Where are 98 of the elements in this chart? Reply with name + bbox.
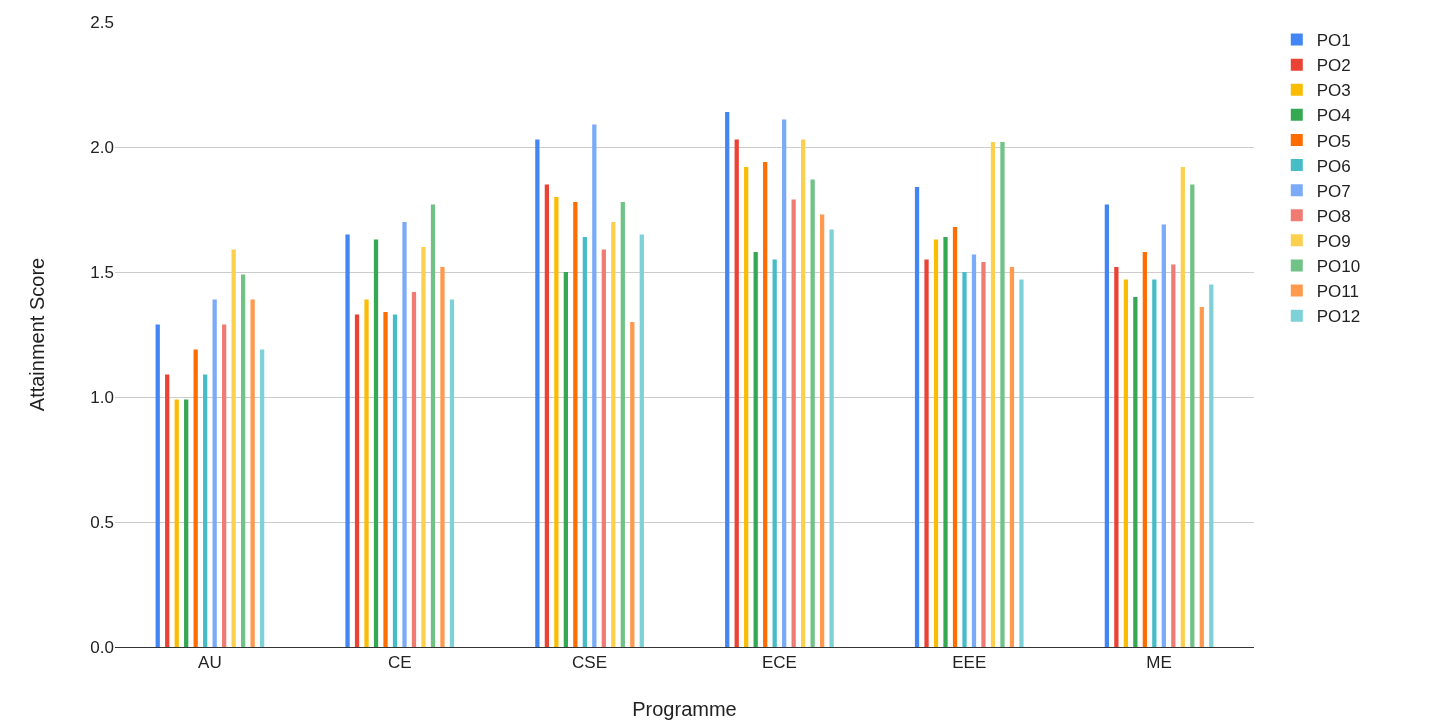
x-tick-label: AU [198,653,222,673]
bar [782,119,787,647]
y-tick-label: 1.5 [90,262,114,282]
legend-label: PO12 [1316,307,1361,327]
y-tick-label: 2.0 [90,137,114,157]
y-tick-label: 1.0 [90,387,114,407]
legend-label: PO11 [1316,282,1359,302]
x-tick-label: ECE [761,653,797,673]
bar [725,112,730,647]
y-tick-label: 2.5 [90,12,114,32]
x-tick-label: CSE [572,653,608,673]
bar [1171,264,1176,647]
bar [193,349,198,647]
bar [1152,279,1157,647]
legend-label: PO10 [1316,257,1361,277]
bar [1142,252,1147,647]
bar [943,237,948,647]
legend-label: PO8 [1316,206,1351,226]
bar [544,184,550,647]
bar [924,259,929,647]
bar [203,374,208,647]
bar [554,197,559,647]
bar [611,222,616,647]
legend-label: PO4 [1316,106,1351,126]
legend-label: PO1 [1316,31,1351,51]
bar [345,234,350,647]
bar [1009,267,1015,647]
bar [971,254,977,647]
bar [1000,142,1005,647]
bar [535,139,540,647]
y-tick-label: 0.5 [90,512,114,532]
bar [259,349,265,647]
bar [354,314,360,647]
bar [165,374,170,647]
x-tick-label: ME [1146,653,1172,673]
bar [1209,284,1214,647]
bar [791,199,796,647]
bar [241,274,246,647]
bar [402,222,407,647]
y-tick-label: 0.0 [90,637,114,657]
bar [630,322,635,647]
bar [231,249,236,647]
bar [364,299,369,647]
bar [829,229,834,647]
bar [753,252,758,647]
bar [592,124,597,647]
bar [990,142,996,647]
bar [952,227,958,647]
bar [914,187,920,647]
legend-label: PO7 [1316,181,1351,201]
bar [801,139,806,647]
bar [810,179,815,647]
bar [430,204,436,647]
bar [155,324,160,647]
bar [1161,224,1166,647]
bar [1199,307,1204,647]
bar [763,162,768,647]
bar [573,202,578,647]
bar [392,314,398,647]
bar [1180,167,1185,647]
legend-label: PO5 [1316,131,1351,151]
legend-label: PO2 [1316,56,1351,76]
bar [639,234,644,647]
bar [440,267,445,647]
x-tick-label: CE [387,653,412,673]
bar [174,399,179,647]
bar [734,139,739,647]
legend-label: PO6 [1316,156,1351,176]
bar [184,399,189,647]
bar [1104,204,1110,647]
bar [421,247,426,647]
bar [212,299,217,647]
bar [933,239,939,647]
bar [449,299,455,647]
bar [1114,267,1119,647]
bar [563,272,568,647]
bar [222,324,227,647]
bar [744,167,749,647]
bar [1190,184,1195,647]
bar [819,214,825,647]
bar [411,292,417,647]
x-tick-label: EEE [952,653,987,673]
legend-label: PO3 [1316,81,1351,101]
bar [772,259,777,647]
bar [1019,279,1024,647]
bar [620,202,625,647]
bar [601,249,606,647]
bar [373,239,379,647]
y-axis-title: Attainment Score [25,257,48,412]
bar [250,299,255,647]
bar [962,272,967,647]
bar [1133,297,1138,647]
bar [582,237,587,647]
bar [383,312,388,647]
legend-label: PO9 [1316,231,1351,251]
bar [1123,279,1128,647]
bar [981,262,986,647]
x-axis-title: Programme [632,697,737,720]
